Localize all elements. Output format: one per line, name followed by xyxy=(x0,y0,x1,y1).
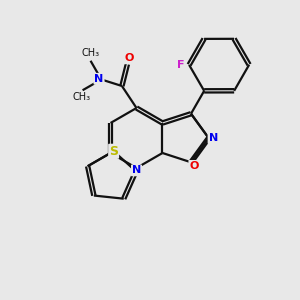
Text: N: N xyxy=(208,133,218,143)
Text: CH₃: CH₃ xyxy=(72,92,90,102)
Text: N: N xyxy=(94,74,104,84)
Text: CH₃: CH₃ xyxy=(82,48,100,59)
Text: S: S xyxy=(109,145,118,158)
Text: N: N xyxy=(132,165,141,176)
Text: O: O xyxy=(189,161,199,171)
Text: F: F xyxy=(177,60,184,70)
Text: O: O xyxy=(124,53,134,63)
